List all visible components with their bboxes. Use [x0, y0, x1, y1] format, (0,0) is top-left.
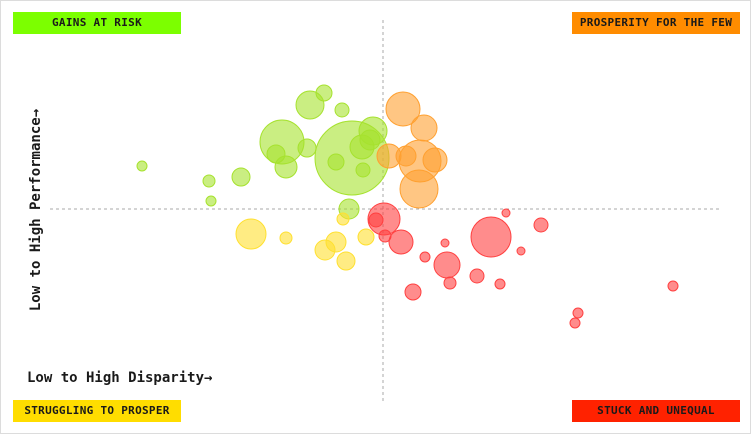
data-point-bottom-left[interactable]	[336, 212, 350, 226]
data-point-top-left[interactable]	[359, 129, 381, 151]
data-point-top-right[interactable]	[410, 114, 438, 142]
quadrant-label-struggling-to-prosper: STRUGGLING TO PROSPER	[13, 400, 181, 422]
data-point-top-left[interactable]	[205, 195, 217, 207]
data-point-bottom-right[interactable]	[572, 307, 584, 319]
data-point-top-left[interactable]	[231, 167, 251, 187]
quadrant-label-prosperity-for-the-few: PROSPERITY FOR THE FEW	[572, 12, 740, 34]
data-points	[136, 84, 679, 329]
data-point-bottom-right[interactable]	[533, 217, 549, 233]
data-point-bottom-right[interactable]	[388, 229, 414, 255]
quadrant-label-stuck-and-unequal: STUCK AND UNEQUAL	[572, 400, 740, 422]
data-point-bottom-left[interactable]	[279, 231, 293, 245]
data-point-top-left[interactable]	[202, 174, 216, 188]
data-point-top-right[interactable]	[385, 91, 421, 127]
data-point-bottom-right[interactable]	[470, 216, 512, 258]
data-point-top-left[interactable]	[295, 90, 325, 120]
data-point-bottom-left[interactable]	[357, 228, 375, 246]
data-point-top-left[interactable]	[136, 160, 148, 172]
data-point-bottom-right[interactable]	[469, 268, 485, 284]
arrow-up-icon: →	[28, 108, 44, 118]
data-point-bottom-right[interactable]	[516, 246, 526, 256]
data-point-top-left[interactable]	[355, 162, 371, 178]
y-axis-label-text: Low to High Performance	[28, 117, 44, 312]
data-point-top-right[interactable]	[422, 147, 448, 173]
data-point-bottom-left[interactable]	[325, 231, 347, 253]
arrow-right-icon: →	[204, 370, 213, 386]
data-point-top-left[interactable]	[266, 144, 286, 164]
data-point-bottom-right[interactable]	[440, 238, 450, 248]
data-point-bottom-right[interactable]	[419, 251, 431, 263]
data-point-top-left[interactable]	[327, 153, 345, 171]
data-point-bottom-right[interactable]	[667, 280, 679, 292]
data-point-bottom-right[interactable]	[443, 276, 457, 290]
data-point-bottom-right[interactable]	[404, 283, 422, 301]
data-point-bottom-right[interactable]	[494, 278, 506, 290]
x-axis-label: Low to High Disparity→	[27, 370, 212, 386]
quadrant-label-gains-at-risk: GAINS AT RISK	[13, 12, 181, 34]
x-axis-label-text: Low to High Disparity	[27, 370, 205, 386]
data-point-top-left[interactable]	[334, 102, 350, 118]
y-axis-label: Low to High Performance→	[28, 109, 44, 311]
data-point-top-right[interactable]	[395, 145, 417, 167]
data-point-bottom-left[interactable]	[336, 251, 356, 271]
data-point-top-left[interactable]	[297, 138, 317, 158]
data-point-top-right[interactable]	[399, 169, 439, 209]
data-point-bottom-right[interactable]	[569, 317, 581, 329]
data-point-top-left[interactable]	[315, 84, 333, 102]
data-point-bottom-left[interactable]	[235, 218, 267, 250]
data-point-bottom-right[interactable]	[501, 208, 511, 218]
data-point-bottom-right[interactable]	[433, 251, 461, 279]
